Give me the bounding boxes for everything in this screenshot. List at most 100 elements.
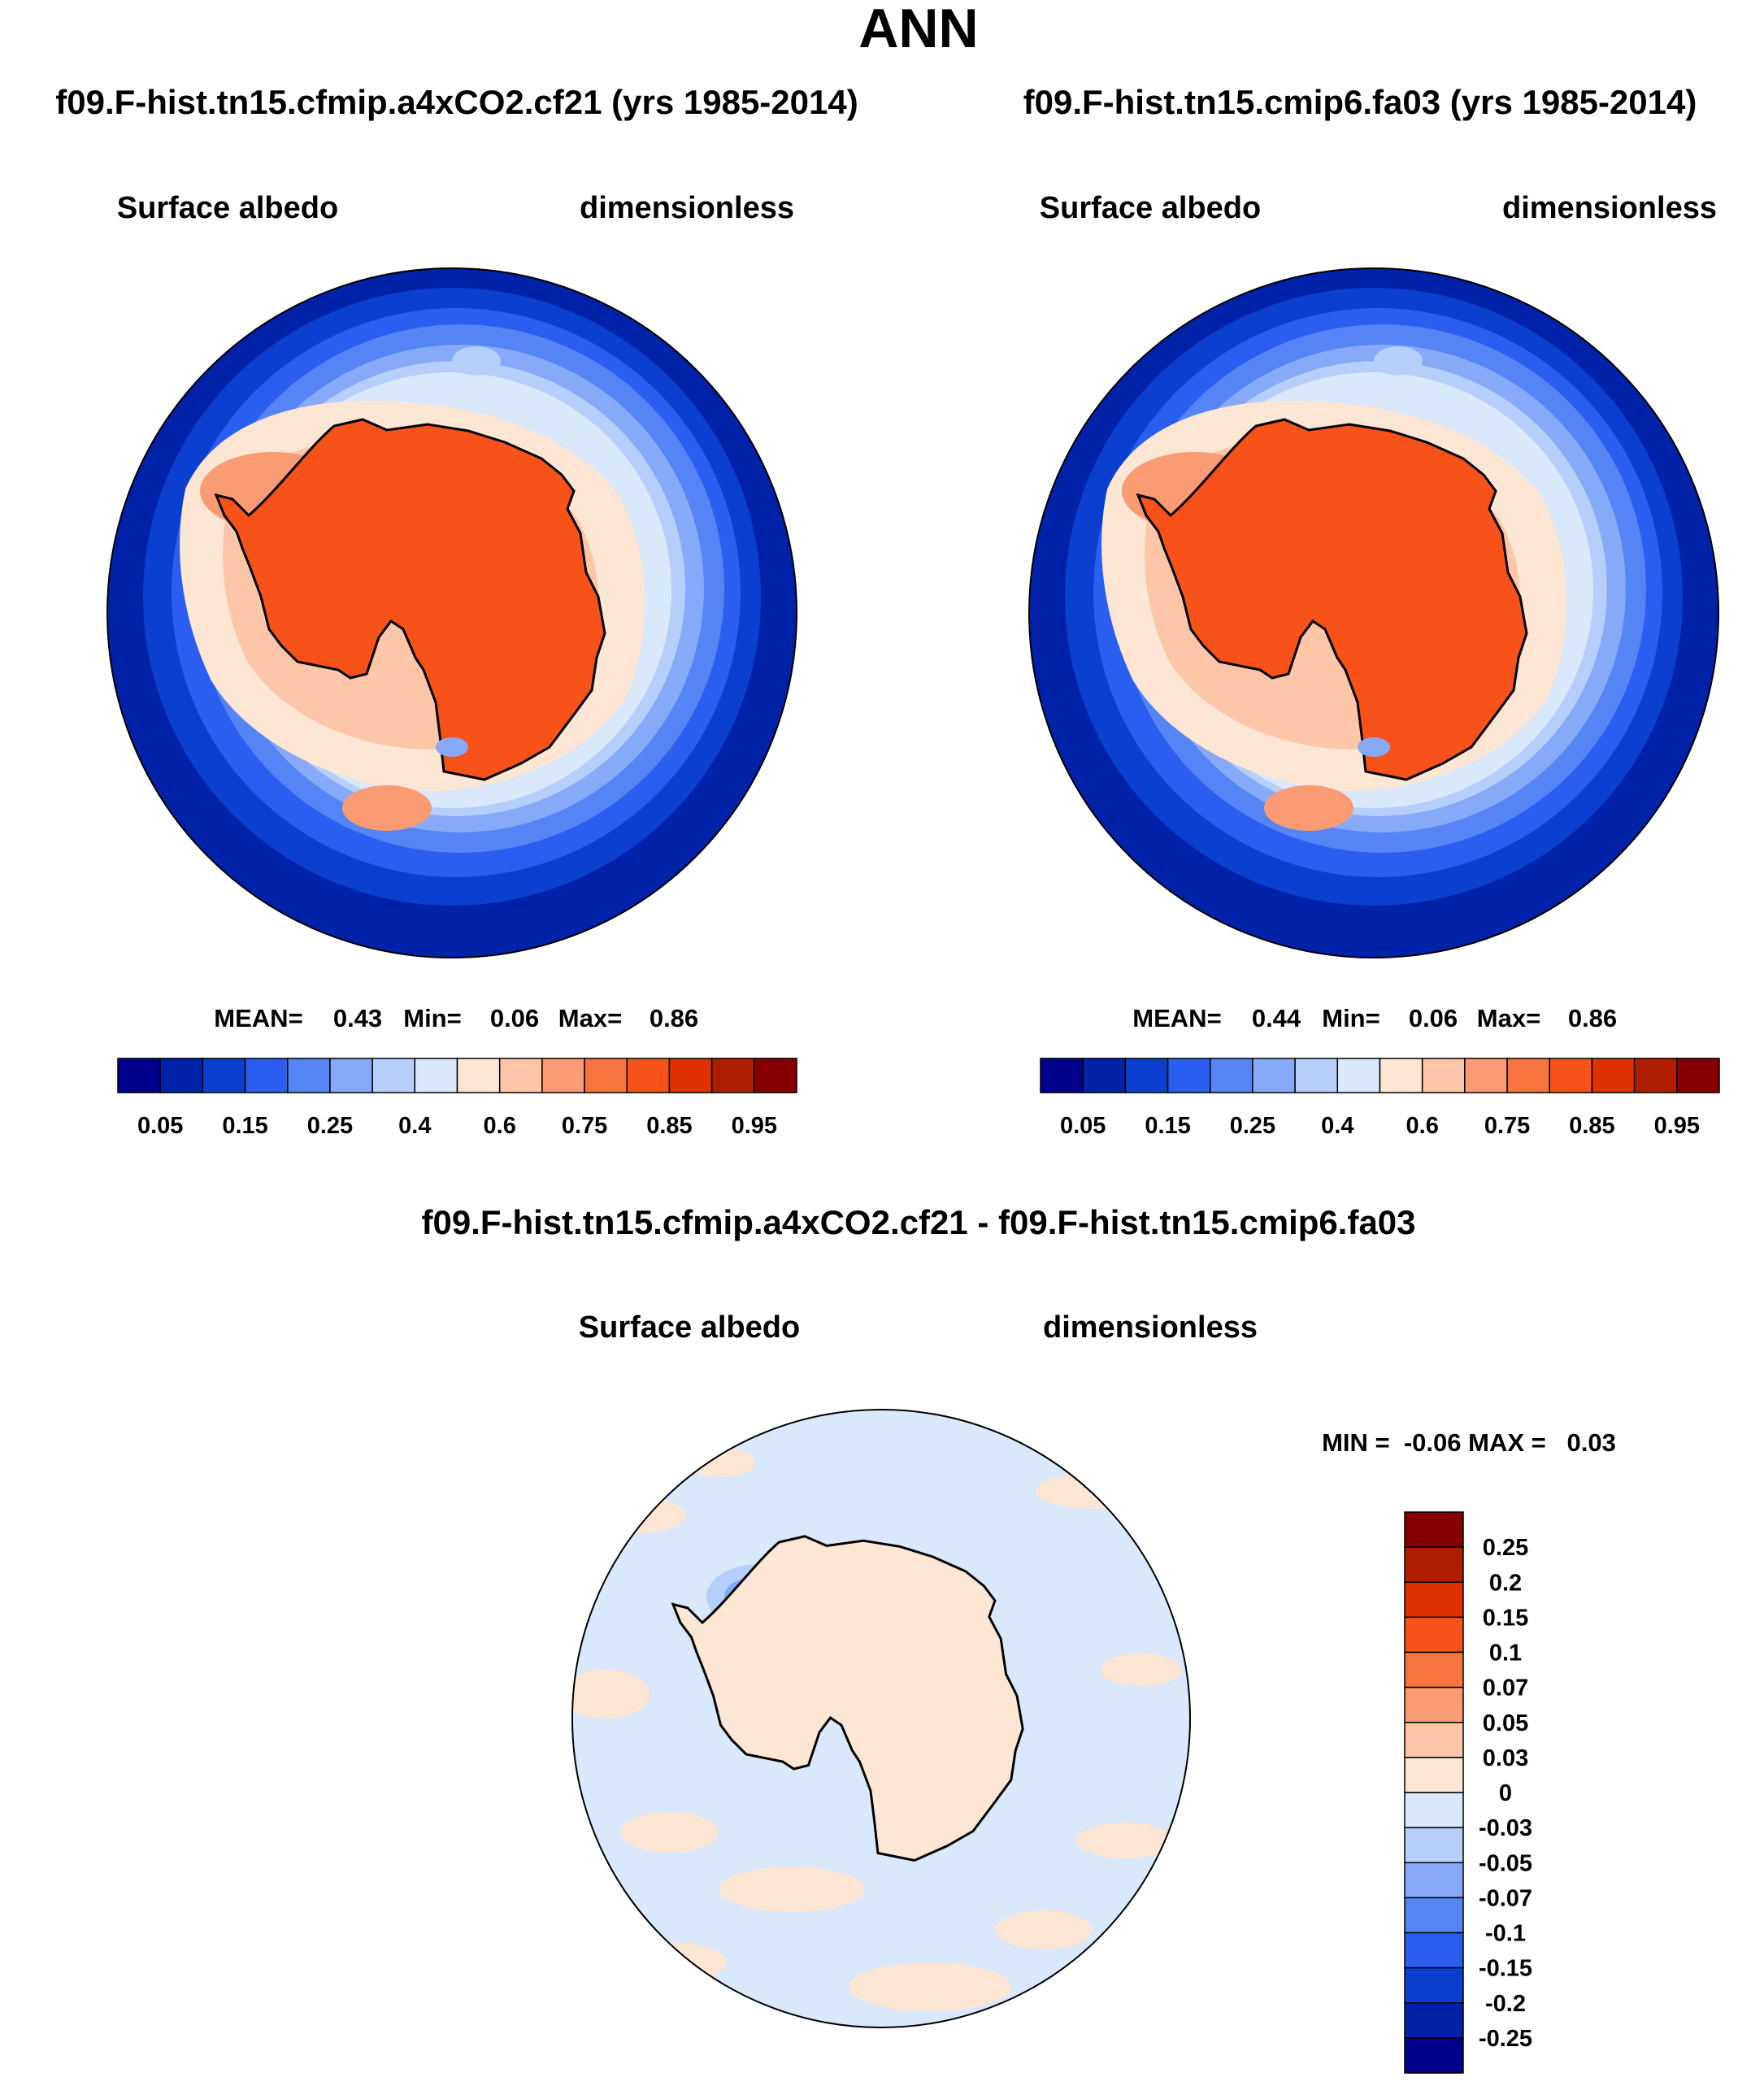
svg-text:Max=: Max= bbox=[1477, 1004, 1540, 1032]
svg-text:Max=: Max= bbox=[558, 1004, 622, 1032]
colorbar-tick-label: 0.03 bbox=[1483, 1745, 1528, 1771]
colorbar-swatch bbox=[1633, 1058, 1678, 1093]
colorbar-right: 0.05 0.15 0.25 0.4 0.6 0.75 0.85 0.95 bbox=[1040, 1058, 1720, 1139]
colorbar-swatch bbox=[1379, 1058, 1423, 1093]
colorbar-tick-label: 0.75 bbox=[1484, 1113, 1530, 1139]
colorbar-tick-label: 0.07 bbox=[1483, 1675, 1528, 1701]
colorbar-tick-label: 0.15 bbox=[222, 1113, 267, 1139]
colorbar-tick-label: -0.1 bbox=[1485, 1921, 1526, 1947]
colorbar-swatch bbox=[1404, 1581, 1464, 1619]
colorbar-swatch bbox=[1040, 1058, 1084, 1093]
mean-value-left: 0.43 bbox=[333, 1004, 382, 1032]
max-value-right: 0.86 bbox=[1568, 1004, 1617, 1032]
min-value-left: 0.06 bbox=[490, 1004, 539, 1032]
colorbar-swatch bbox=[1252, 1058, 1296, 1093]
colorbar-swatch bbox=[1404, 1932, 1464, 1969]
map-border bbox=[1028, 267, 1719, 958]
colorbar-swatch bbox=[1404, 1616, 1464, 1654]
colorbar-swatch bbox=[1124, 1058, 1169, 1093]
panel-left-units: dimensionless bbox=[580, 191, 794, 225]
colorbar-swatch bbox=[1404, 1897, 1464, 1934]
diff-variable: Surface albedo bbox=[579, 1310, 800, 1345]
map-border bbox=[571, 1409, 1191, 2028]
colorbar-swatch bbox=[1404, 2002, 1464, 2039]
colorbar-swatch bbox=[1549, 1058, 1593, 1093]
colorbar-swatch bbox=[329, 1058, 373, 1093]
colorbar-swatch bbox=[1336, 1058, 1381, 1093]
colorbar-tick-label: 0.15 bbox=[1483, 1605, 1528, 1631]
colorbar-tick-label: 0.6 bbox=[1406, 1113, 1439, 1139]
colorbar-tick-label: 0 bbox=[1499, 1780, 1512, 1806]
map-border bbox=[106, 267, 797, 958]
panel-right: f09.F-hist.tn15.cmip6.fa03 (yrs 1985-201… bbox=[1023, 83, 1720, 1139]
colorbar-swatch bbox=[456, 1058, 501, 1093]
colorbar-swatch bbox=[1404, 1722, 1464, 1758]
polar-map-right bbox=[1028, 267, 1719, 958]
panel-left-variable: Surface albedo bbox=[117, 191, 338, 225]
colorbar-tick-label: 0.25 bbox=[1230, 1113, 1275, 1139]
colorbar-swatch bbox=[1404, 1792, 1464, 1828]
colorbar-tick-label: 0.15 bbox=[1145, 1113, 1190, 1139]
colorbar-tick-label: 0.95 bbox=[1654, 1113, 1700, 1139]
colorbar-swatch bbox=[541, 1058, 585, 1093]
colorbar-tick-label: 0.05 bbox=[1483, 1710, 1528, 1736]
svg-text:MEAN=: MEAN= bbox=[214, 1004, 302, 1032]
diff-minmax: MIN = -0.06 MAX = 0.03 bbox=[1322, 1428, 1616, 1457]
min-value-right: 0.06 bbox=[1409, 1004, 1458, 1032]
colorbar-swatch bbox=[117, 1058, 161, 1093]
diff-units: dimensionless bbox=[1043, 1310, 1258, 1345]
colorbar-swatch bbox=[1404, 2037, 1464, 2074]
colorbar-swatch bbox=[1404, 1862, 1464, 1899]
colorbar-tick-label: 0.05 bbox=[1060, 1113, 1106, 1139]
colorbar-swatch bbox=[202, 1058, 246, 1093]
colorbar-swatch bbox=[498, 1058, 543, 1093]
colorbar-swatch bbox=[244, 1058, 289, 1093]
svg-text:Min=: Min= bbox=[1322, 1004, 1379, 1032]
colorbar-tick-label: -0.07 bbox=[1479, 1885, 1532, 1911]
colorbar-swatch bbox=[1404, 1757, 1464, 1793]
colorbar-tick-label: -0.2 bbox=[1485, 1991, 1526, 2017]
colorbar-swatch bbox=[1404, 1651, 1464, 1688]
colorbar-tick-label: 0.75 bbox=[562, 1113, 607, 1139]
colorbar-swatch bbox=[710, 1058, 755, 1093]
colorbar-swatch bbox=[1210, 1058, 1253, 1093]
colorbar-tick-label: 0.95 bbox=[732, 1113, 777, 1139]
main-title: ANN bbox=[858, 0, 978, 59]
colorbar-swatch bbox=[1167, 1058, 1211, 1093]
panel-left: f09.F-hist.tn15.cfmip.a4xCO2.cf21 (yrs 1… bbox=[55, 83, 858, 1139]
colorbar-tick-label: -0.03 bbox=[1479, 1815, 1532, 1841]
svg-text:Min=: Min= bbox=[403, 1004, 461, 1032]
colorbar-tick-label: -0.15 bbox=[1479, 1956, 1532, 1982]
panel-left-case-title: f09.F-hist.tn15.cfmip.a4xCO2.cf21 (yrs 1… bbox=[55, 83, 858, 121]
stats-right: MEAN= 0.44 Min= 0.06 Max= 0.86 bbox=[1132, 1004, 1617, 1032]
colorbar-swatch bbox=[1421, 1058, 1466, 1093]
colorbar-swatch bbox=[1464, 1058, 1508, 1093]
colorbar-swatch bbox=[1404, 1966, 1464, 2004]
colorbar-swatch bbox=[287, 1058, 331, 1093]
colorbar-swatch bbox=[1294, 1058, 1339, 1093]
polar-map-difference bbox=[571, 1409, 1191, 2028]
colorbar-tick-label: 0.1 bbox=[1489, 1641, 1522, 1667]
colorbar-swatch bbox=[414, 1058, 458, 1093]
colorbar-swatch bbox=[1404, 1827, 1464, 1863]
colorbar-tick-label: 0.4 bbox=[398, 1113, 431, 1139]
svg-text:MEAN=: MEAN= bbox=[1132, 1004, 1221, 1032]
max-value-left: 0.86 bbox=[650, 1004, 698, 1032]
polar-map-left bbox=[106, 267, 797, 958]
panel-right-case-title: f09.F-hist.tn15.cmip6.fa03 (yrs 1985-201… bbox=[1023, 83, 1697, 121]
colorbar-tick-label: -0.25 bbox=[1479, 2026, 1532, 2052]
stats-left: MEAN= 0.43 Min= 0.06 Max= 0.86 bbox=[214, 1004, 698, 1032]
colorbar-tick-label: 0.25 bbox=[307, 1113, 353, 1139]
panel-right-units: dimensionless bbox=[1502, 191, 1717, 225]
colorbar-swatch bbox=[1506, 1058, 1550, 1093]
colorbar-swatch bbox=[626, 1058, 671, 1093]
colorbar-swatch bbox=[668, 1058, 713, 1093]
colorbar-difference: 0.25 0.2 0.15 0.1 0.07 0.05 0.03 0 -0.03 -0.05 -0.… bbox=[1404, 1511, 1532, 2074]
colorbar-swatch bbox=[371, 1058, 416, 1093]
colorbar-left: 0.05 0.15 0.25 0.4 0.6 0.75 0.85 0.95 bbox=[117, 1058, 797, 1139]
colorbar-swatch bbox=[159, 1058, 204, 1093]
panel-right-variable: Surface albedo bbox=[1040, 191, 1261, 225]
colorbar-tick-label: 0.6 bbox=[484, 1113, 516, 1139]
colorbar-swatch bbox=[1404, 1686, 1464, 1723]
